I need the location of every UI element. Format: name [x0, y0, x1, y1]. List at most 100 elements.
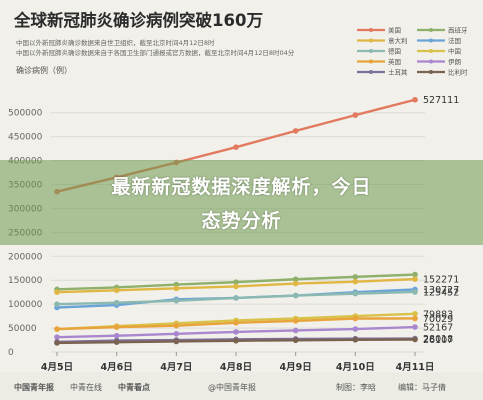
data-point — [173, 331, 180, 337]
legend-marker — [369, 28, 373, 32]
end-value-label: 52167 — [423, 323, 453, 334]
data-point — [233, 320, 239, 326]
credit-making: 制图：李晗 — [336, 382, 376, 392]
legend-label: 美国 — [388, 25, 401, 34]
data-point — [412, 96, 418, 103]
data-point — [233, 329, 239, 335]
data-point — [54, 289, 60, 295]
data-point — [233, 295, 239, 301]
end-value-label: 79883 — [423, 309, 453, 320]
legend-label: 德国 — [388, 46, 401, 55]
weibo-handle: @中国青年报 — [208, 382, 256, 392]
legend-marker — [369, 38, 373, 43]
x-tick-label: 4月6日 — [101, 362, 133, 373]
legend-marker — [369, 70, 373, 74]
data-point — [292, 276, 299, 283]
legend-label: 土耳其 — [388, 67, 408, 76]
y-tick-label: 200000 — [8, 252, 43, 262]
data-point — [352, 290, 359, 297]
logo-youth-online: 中青在线 — [70, 382, 102, 392]
data-point — [113, 299, 120, 306]
y-tick-label: 500000 — [8, 109, 43, 119]
data-point — [412, 276, 418, 282]
end-value-label: 152271 — [423, 275, 459, 286]
data-point — [113, 339, 120, 345]
data-point — [412, 336, 418, 343]
legend-marker — [429, 28, 433, 32]
legend-marker — [369, 49, 373, 53]
data-point — [173, 281, 180, 288]
data-point — [352, 315, 359, 322]
data-point — [292, 292, 299, 299]
data-point — [173, 322, 180, 329]
x-tick-label: 4月9日 — [280, 362, 312, 373]
data-point — [412, 271, 418, 278]
data-point — [233, 283, 239, 290]
overlay-band — [0, 160, 483, 245]
data-point — [113, 324, 120, 330]
data-point — [233, 337, 239, 344]
logo-youth-view: 中青看点 — [118, 382, 150, 392]
y-tick-label: 0 — [8, 348, 14, 358]
legend-marker — [429, 38, 433, 43]
legend-label: 西班牙 — [448, 25, 468, 34]
end-value-label: 130727 — [423, 285, 459, 296]
data-point — [292, 128, 299, 134]
data-point — [233, 144, 239, 150]
data-point — [113, 332, 120, 339]
overlay-headline-line-2: 态势分析 — [201, 210, 282, 232]
x-tick-label: 4月11日 — [396, 362, 435, 373]
data-point — [173, 297, 180, 304]
y-axis-label: 确诊病例（例） — [16, 65, 72, 75]
subtitle-line-1: 中国以外新冠肺炎确诊数据来自世卫组织，截至北京时间4月12日8时 — [16, 38, 215, 47]
y-tick-label: 450000 — [8, 133, 43, 143]
y-tick-label: 50000 — [8, 324, 37, 334]
y-tick-label: 100000 — [8, 300, 43, 310]
data-point — [173, 285, 180, 292]
data-point — [54, 301, 60, 307]
logo-youth-daily: 中国青年报 — [14, 382, 54, 392]
data-point — [54, 340, 60, 346]
legend-marker — [429, 70, 433, 74]
data-point — [233, 279, 239, 285]
end-value-label: 527111 — [423, 95, 459, 106]
series-points — [54, 96, 418, 346]
data-point — [412, 324, 418, 330]
legend-label: 意大利 — [388, 36, 408, 45]
data-point — [54, 334, 60, 340]
data-point — [173, 338, 180, 345]
legend-label: 比利时 — [448, 67, 468, 76]
y-tick-label: 150000 — [8, 276, 43, 286]
legend-marker — [429, 59, 433, 64]
legend-label: 中国 — [448, 46, 461, 55]
legend-label: 英国 — [388, 57, 401, 66]
data-point — [352, 336, 359, 343]
data-point — [412, 315, 418, 322]
data-point — [54, 326, 60, 332]
x-axis: 4月5日 4月6日 4月7日 4月8日 4月9日 4月10日 4月11日 — [41, 352, 435, 373]
data-point — [352, 326, 359, 332]
data-point — [292, 280, 299, 287]
data-point — [412, 310, 418, 317]
data-point — [352, 278, 359, 285]
data-point — [352, 112, 359, 118]
data-point — [292, 327, 299, 334]
data-point — [352, 274, 359, 280]
end-value-label: 26107 — [423, 335, 453, 346]
x-tick-label: 4月5日 — [41, 362, 73, 373]
end-value-label: 125452 — [423, 287, 459, 298]
chart-title: 全球新冠肺炎确诊病例突破160万 — [13, 10, 263, 30]
data-point — [113, 287, 120, 294]
legend-marker — [369, 59, 373, 64]
credit-editor: 编辑：马子倩 — [398, 382, 446, 392]
x-tick-label: 4月10日 — [336, 362, 375, 373]
end-value-label: 70029 — [423, 314, 453, 325]
overlay-headline-line-1: 最新新冠数据深度解析，今日 — [111, 176, 372, 198]
legend-label: 伊朗 — [448, 57, 461, 66]
data-point — [292, 318, 299, 324]
legend-label: 法国 — [448, 36, 461, 45]
subtitle-line-2: 中国以外新冠肺炎确诊数据来自于各国卫生部门通报或官方数据，截至北京时间4月12日… — [16, 48, 295, 57]
